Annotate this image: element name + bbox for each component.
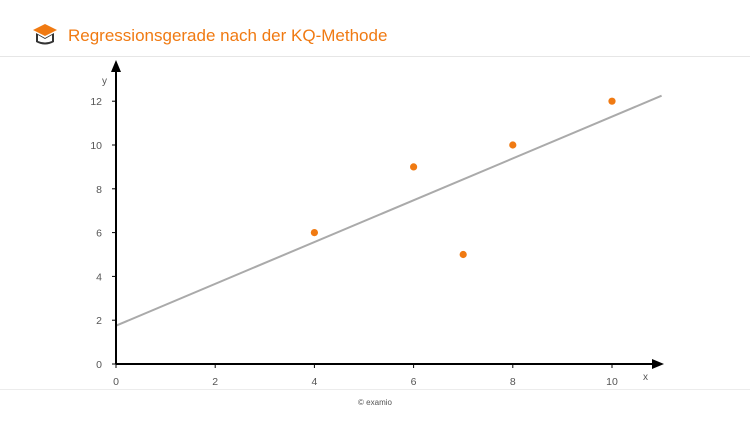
- x-tick-label: 6: [411, 376, 417, 388]
- x-axis-label: x: [643, 372, 648, 383]
- data-point: [459, 250, 467, 259]
- y-axis-label: y: [102, 76, 107, 87]
- copyright-notice: © examio: [358, 398, 392, 407]
- header: Regressionsgerade nach der KQ-Methode: [0, 0, 750, 57]
- footer-divider: [0, 389, 750, 390]
- y-tick-label: 10: [90, 140, 102, 152]
- y-axis-arrow: [111, 60, 121, 72]
- data-point: [509, 141, 517, 149]
- y-tick-label: 12: [90, 96, 102, 108]
- data-point: [310, 229, 318, 237]
- x-tick-label: 10: [606, 376, 618, 388]
- data-point: [608, 97, 616, 105]
- y-tick-label: 0: [96, 359, 102, 371]
- x-tick-label: 2: [212, 376, 218, 388]
- page-title: Regressionsgerade nach der KQ-Methode: [68, 26, 388, 45]
- examio-book-logo-icon: [33, 24, 57, 45]
- y-tick-label: 4: [96, 271, 102, 283]
- y-tick-label: 8: [96, 184, 102, 196]
- x-axis-arrow: [652, 359, 664, 369]
- x-tick-label: 0: [113, 376, 119, 388]
- y-tick-label: 6: [96, 228, 102, 240]
- x-tick-label: 8: [510, 376, 516, 388]
- regression-line: [115, 94, 662, 327]
- x-tick-label: 4: [311, 376, 317, 388]
- data-point: [410, 163, 418, 171]
- y-tick-label: 2: [96, 315, 102, 327]
- scatter-chart: 0 2 4 6 8 10 0 2 4 6 8 10 12 x y: [90, 60, 664, 388]
